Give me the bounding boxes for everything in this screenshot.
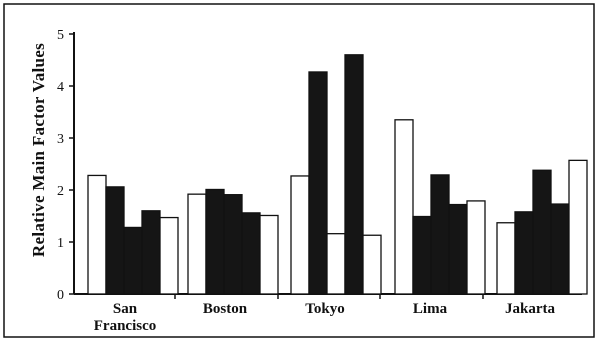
bar bbox=[259, 214, 279, 295]
y-tick-label: 4 bbox=[57, 80, 64, 95]
y-tick-label: 1 bbox=[57, 236, 64, 251]
bar bbox=[159, 216, 179, 295]
bar bbox=[87, 174, 107, 295]
bar bbox=[466, 200, 486, 295]
bar bbox=[308, 71, 328, 295]
x-category-label: Francisco bbox=[94, 318, 156, 334]
x-category-label: Tokyo bbox=[305, 301, 344, 317]
y-axis-title: Relative Main Factor Values bbox=[29, 43, 48, 257]
bar bbox=[105, 186, 125, 295]
bar bbox=[205, 188, 225, 295]
bar bbox=[223, 194, 243, 295]
bar bbox=[344, 54, 364, 295]
bar bbox=[141, 210, 161, 295]
x-category-label: Boston bbox=[203, 301, 248, 317]
bar bbox=[514, 211, 534, 295]
bar bbox=[550, 203, 570, 295]
bar bbox=[568, 159, 588, 295]
bar bbox=[290, 175, 310, 295]
bar bbox=[362, 234, 382, 295]
bar bbox=[187, 193, 207, 295]
bar bbox=[326, 233, 346, 295]
y-tick-label: 3 bbox=[57, 132, 64, 147]
bar bbox=[241, 212, 261, 295]
x-category-label: San bbox=[113, 301, 138, 317]
chart-frame bbox=[3, 3, 595, 338]
bar bbox=[496, 222, 516, 295]
y-tick-label: 2 bbox=[57, 184, 64, 199]
x-category-label: Lima bbox=[413, 301, 448, 317]
bar bbox=[430, 174, 450, 295]
bar bbox=[412, 215, 432, 295]
x-category-label: Jakarta bbox=[505, 301, 555, 317]
bar bbox=[394, 119, 414, 295]
bar bbox=[448, 203, 468, 295]
bar bbox=[532, 169, 552, 295]
bar bbox=[123, 226, 143, 295]
y-tick-label: 5 bbox=[57, 28, 64, 43]
y-tick-label: 0 bbox=[57, 288, 64, 303]
